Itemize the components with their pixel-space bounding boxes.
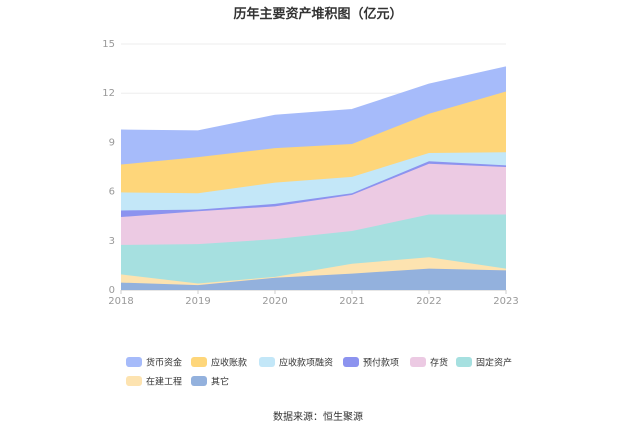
y-tick-label: 12: [102, 88, 115, 99]
legend-swatch: [456, 357, 472, 367]
x-tick-label: 2023: [493, 296, 518, 307]
x-tick-label: 2019: [185, 296, 210, 307]
x-tick-label: 2021: [339, 296, 364, 307]
legend-swatch: [191, 357, 207, 367]
legend-label: 固定资产: [476, 357, 512, 369]
y-tick-label: 9: [109, 137, 115, 148]
legend-label: 存货: [430, 357, 448, 369]
legend-swatch: [410, 357, 426, 367]
data-source-note: 数据来源：恒生聚源: [273, 410, 363, 423]
legend-item[interactable]: 货币资金: [126, 357, 182, 369]
chart-title: 历年主要资产堆积图（亿元）: [233, 6, 402, 22]
legend-swatch: [191, 376, 207, 386]
legend-label: 应收款项融资: [279, 357, 333, 369]
legend-label: 其它: [211, 376, 229, 388]
area-series-1: [121, 257, 506, 286]
legend-item[interactable]: 应收账款: [191, 357, 247, 369]
x-tick-label: 2018: [108, 296, 133, 307]
area-series-7: [121, 66, 506, 165]
area-series-4: [121, 161, 506, 218]
area-series-6: [121, 91, 506, 194]
legend-label: 应收账款: [211, 357, 247, 369]
legend-label: 在建工程: [146, 376, 182, 388]
legend-swatch: [343, 357, 359, 367]
legend-item[interactable]: 固定资产: [456, 357, 512, 369]
area-series: [120, 66, 507, 290]
y-tick-label: 0: [109, 285, 115, 296]
legend-item[interactable]: 在建工程: [126, 376, 182, 388]
y-tick-label: 3: [109, 236, 115, 247]
legend-label: 货币资金: [146, 357, 182, 369]
legend-swatch: [259, 357, 275, 367]
x-tick-label: 2020: [262, 296, 287, 307]
legend-swatch: [126, 357, 142, 367]
y-tick-label: 15: [102, 39, 115, 50]
area-series-3: [121, 163, 506, 245]
axes: 0 3 6 9 12 15 2018 2019 2020 2021 2022 2023: [102, 39, 518, 307]
y-tick-label: 6: [109, 187, 115, 198]
area-series-2: [121, 214, 506, 284]
legend-swatch: [126, 376, 142, 386]
legend-item[interactable]: 其它: [191, 376, 229, 388]
area-series-5: [121, 152, 506, 211]
legend-label: 预付款项: [363, 357, 399, 369]
x-tick-label: 2022: [416, 296, 441, 307]
legend-item[interactable]: 预付款项: [343, 357, 399, 369]
area-series-0: [121, 268, 506, 290]
legend-item[interactable]: 应收款项融资: [259, 357, 333, 369]
legend-item[interactable]: 存货: [410, 357, 448, 369]
area-series-edge-7: [120, 66, 507, 132]
